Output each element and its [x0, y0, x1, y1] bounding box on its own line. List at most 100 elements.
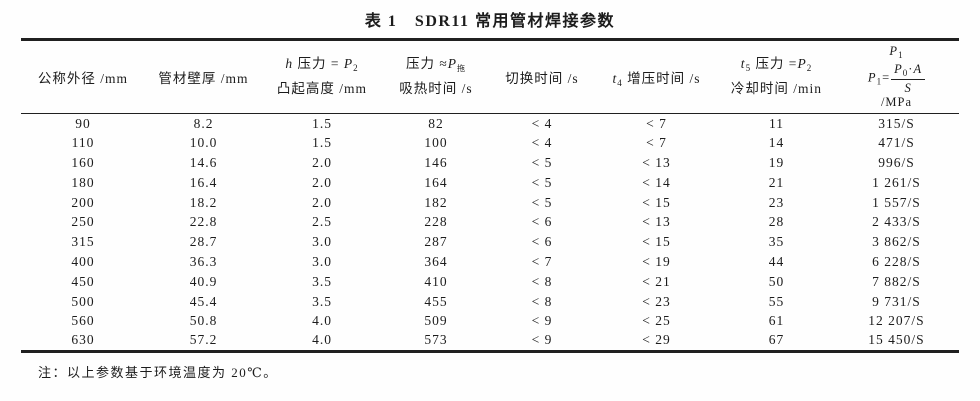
cell: 573 — [424, 332, 448, 348]
cell: 1.5 — [312, 115, 332, 131]
cell: 90 — [75, 115, 91, 131]
cell: 1 557/S — [872, 194, 921, 210]
cell: 3.5 — [312, 273, 332, 289]
cell: 455 — [424, 293, 448, 309]
cell: 3.0 — [312, 234, 332, 250]
cell: 3 862/S — [872, 234, 921, 250]
cell: 18.2 — [189, 194, 218, 210]
cell: 996/S — [878, 154, 915, 170]
cell: 2.0 — [312, 174, 332, 190]
cell: 50 — [768, 273, 785, 289]
cell: 21 — [768, 174, 785, 190]
cell: 164 — [424, 174, 448, 190]
table-footnote: 注：以上参数基于环境温度为 20℃。 — [38, 364, 278, 380]
cell: < 23 — [642, 293, 671, 309]
cell: 28.7 — [189, 234, 218, 250]
table-row: 450 40.9 3.5 410 < 8 < 21 50 7 882/S — [21, 272, 959, 292]
cell: < 29 — [642, 332, 671, 348]
table-row: 90 8.2 1.5 82 < 4 < 7 11 315/S — [21, 114, 959, 134]
cell: 4.0 — [312, 313, 332, 329]
cell: 2.0 — [312, 154, 332, 170]
table-row: 315 28.7 3.0 287 < 6 < 15 35 3 862/S — [21, 232, 959, 252]
cell: 40.9 — [189, 273, 218, 289]
cell: < 7 — [646, 115, 667, 131]
cell: < 13 — [642, 214, 671, 230]
cell: < 7 — [646, 135, 667, 151]
cell: 1.5 — [312, 135, 332, 151]
cell: 228 — [424, 214, 448, 230]
cell: 250 — [71, 214, 95, 230]
table-row: 180 16.4 2.0 164 < 5 < 14 21 1 261/S — [21, 173, 959, 193]
cell: 160 — [71, 154, 95, 170]
cell: 11 — [769, 115, 784, 131]
cell: < 9 — [531, 332, 553, 348]
col-header-p1-pressure-formula: P1 P1= P0·A S /MPa — [834, 39, 959, 114]
cell: 9 731/S — [872, 293, 921, 309]
col-header-bead-height: h 压力 = P2 凸起高度 /mm — [262, 39, 382, 114]
cell: < 4 — [531, 135, 553, 151]
cell: 400 — [71, 253, 95, 269]
fraction: P0·A S — [891, 62, 926, 96]
cell: < 13 — [642, 154, 671, 170]
cell: 364 — [424, 253, 448, 269]
cell: 10.0 — [189, 135, 218, 151]
cell: 67 — [768, 332, 785, 348]
cell: 630 — [71, 332, 95, 348]
cell: 22.8 — [189, 214, 218, 230]
table-title: 表 1 SDR11 常用管材焊接参数 — [364, 13, 616, 30]
col-header-heat-soak-time: 压力 ≈P拖 吸热时间 /s — [382, 39, 490, 114]
cell: 500 — [71, 293, 95, 309]
cell: 2 433/S — [872, 214, 921, 230]
cell: < 15 — [642, 234, 671, 250]
cell: < 21 — [642, 273, 671, 289]
cell: 2.5 — [312, 214, 332, 230]
col-header-nominal-outer-diameter: 公称外径 /mm — [21, 39, 145, 114]
cell: 14.6 — [189, 154, 218, 170]
cell: 509 — [424, 313, 448, 329]
table-row: 560 50.8 4.0 509 < 9 < 25 61 12 207/S — [21, 311, 959, 331]
cell: 182 — [424, 194, 448, 210]
table-row: 110 10.0 1.5 100 < 4 < 7 14 471/S — [21, 133, 959, 153]
cell: 12 207/S — [868, 313, 925, 329]
cell: 3.5 — [312, 293, 332, 309]
cell: < 6 — [531, 234, 553, 250]
cell: < 5 — [531, 174, 553, 190]
cell: 23 — [768, 194, 785, 210]
cell: 35 — [768, 234, 785, 250]
table-header: 公称外径 /mm 管材壁厚 /mm h 压力 = P2 凸起高度 /mm 压力 … — [21, 39, 959, 114]
table-row: 160 14.6 2.0 146 < 5 < 13 19 996/S — [21, 153, 959, 173]
cell: 100 — [424, 135, 448, 151]
table-row: 400 36.3 3.0 364 < 7 < 19 44 6 228/S — [21, 252, 959, 272]
cell: 57.2 — [189, 332, 218, 348]
col-header-pipe-wall-thickness: 管材壁厚 /mm — [145, 39, 262, 114]
col-header-changeover-time: 切换时间 /s — [490, 39, 594, 114]
cell: 82 — [428, 115, 444, 131]
cell: 14 — [768, 135, 785, 151]
table-row: 250 22.8 2.5 228 < 6 < 13 28 2 433/S — [21, 212, 959, 232]
cell: 471/S — [878, 135, 915, 151]
welding-parameters-table: 公称外径 /mm 管材壁厚 /mm h 压力 = P2 凸起高度 /mm 压力 … — [21, 38, 959, 353]
cell: 36.3 — [189, 253, 218, 269]
cell: 50.8 — [189, 313, 218, 329]
cell: < 19 — [642, 253, 671, 269]
cell: < 9 — [531, 313, 553, 329]
cell: 15 450/S — [868, 332, 925, 348]
table-row: 500 45.4 3.5 455 < 8 < 23 55 9 731/S — [21, 292, 959, 312]
cell: 44 — [768, 253, 785, 269]
cell: 6 228/S — [872, 253, 921, 269]
cell: 410 — [424, 273, 448, 289]
cell: 450 — [71, 273, 95, 289]
cell: < 4 — [531, 115, 553, 131]
cell: 315/S — [878, 115, 915, 131]
cell: 4.0 — [312, 332, 332, 348]
table-body: 90 8.2 1.5 82 < 4 < 7 11 315/S 110 10.0 1.5 100 < 4 <… — [21, 114, 959, 352]
cell: 287 — [424, 234, 448, 250]
cell: 45.4 — [189, 293, 218, 309]
table-row: 200 18.2 2.0 182 < 5 < 15 23 1 557/S — [21, 193, 959, 213]
cell: < 14 — [642, 174, 671, 190]
cell: 8.2 — [193, 115, 214, 131]
cell: 315 — [71, 234, 95, 250]
cell: 110 — [71, 135, 95, 151]
cell: 7 882/S — [872, 273, 921, 289]
